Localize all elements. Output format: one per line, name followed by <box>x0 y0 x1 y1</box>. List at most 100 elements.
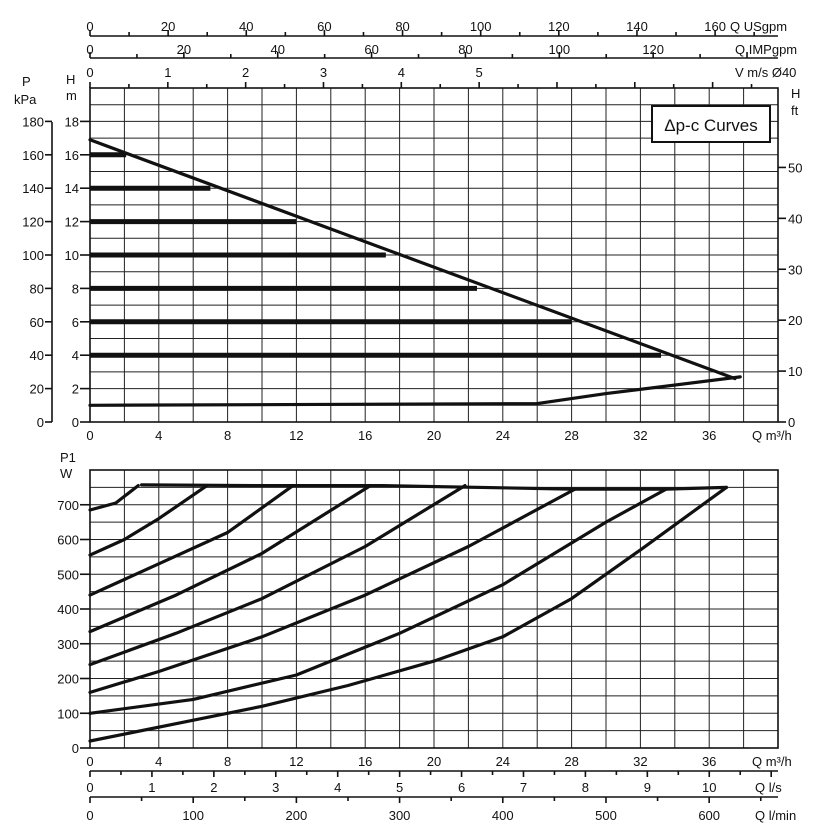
y-tick-label-m: 2 <box>72 382 79 397</box>
bottom-tick-label: 6 <box>458 780 465 795</box>
head-curve <box>88 375 742 407</box>
x-tick-label: 8 <box>224 428 231 443</box>
y-right-tick-label: 10 <box>788 364 802 379</box>
top-tick-label: 80 <box>395 19 409 34</box>
x-tick-label: 24 <box>496 754 510 769</box>
bottom-tick-label: 0 <box>86 780 93 795</box>
top-tick-label: 0 <box>86 19 93 34</box>
top-tick-label: 1 <box>164 65 171 80</box>
y-tick-label-kpa: 140 <box>22 181 44 196</box>
bottom-axis-title: Q l/s <box>755 780 782 795</box>
y-tick-label-m: 12 <box>65 215 79 230</box>
y-tick-label-kpa: 20 <box>30 382 44 397</box>
x-tick-label: 32 <box>633 754 647 769</box>
legend-box <box>651 105 771 143</box>
y-tick-label-m: 8 <box>72 281 79 296</box>
x-axis-title: Q m³/h <box>752 428 792 443</box>
bottom-tick-label: 200 <box>286 808 308 823</box>
y-tick-label-w: 500 <box>57 567 79 582</box>
y-tick-label-m: 0 <box>72 415 79 430</box>
top-tick-label: 100 <box>548 42 570 57</box>
top-tick-label: 40 <box>239 19 253 34</box>
y-tick-label-kpa: 60 <box>30 315 44 330</box>
y-axis-unit-p1: P1 <box>60 450 76 465</box>
y-tick-label-m: 14 <box>65 181 79 196</box>
bottom-tick-label: 300 <box>389 808 411 823</box>
y-right-unit-h: H <box>791 86 800 101</box>
x-tick-label: 24 <box>496 428 510 443</box>
bottom-tick-label: 400 <box>492 808 514 823</box>
x-tick-label: 28 <box>564 428 578 443</box>
x-tick-label: 28 <box>564 754 578 769</box>
y-tick-label-kpa: 80 <box>30 281 44 296</box>
power-curve <box>88 484 140 512</box>
x-tick-label: 4 <box>155 428 162 443</box>
top-tick-label: 140 <box>626 19 648 34</box>
top-tick-label: 2 <box>242 65 249 80</box>
top-tick-label: 40 <box>270 42 284 57</box>
y-axis-unit-m: m <box>66 88 77 103</box>
y-tick-label-w: 200 <box>57 672 79 687</box>
power-curve <box>88 484 372 634</box>
y-axis-unit-kpa: kPa <box>14 92 37 107</box>
top-tick-label: 120 <box>548 19 570 34</box>
y-right-tick-label: 0 <box>788 415 795 430</box>
y-tick-label-m: 18 <box>65 114 79 129</box>
bottom-tick-label: 100 <box>182 808 204 823</box>
bottom-tick-label: 7 <box>520 780 527 795</box>
bottom-tick-label: 8 <box>582 780 589 795</box>
power-curve <box>88 484 295 597</box>
x-tick-label: 20 <box>427 754 441 769</box>
top-tick-label: 4 <box>398 65 405 80</box>
y-axis-unit-p: P <box>22 74 31 89</box>
y-right-tick-label: 40 <box>788 211 802 226</box>
x-tick-label: 16 <box>358 428 372 443</box>
x-tick-label: 8 <box>224 754 231 769</box>
y-tick-label-m: 4 <box>72 348 79 363</box>
y-tick-label-kpa: 0 <box>37 415 44 430</box>
top-tick-label: 120 <box>642 42 664 57</box>
legend-label: Δp-c Curves <box>664 116 758 135</box>
top-axis-title: Q IMPgpm <box>735 42 797 57</box>
y-tick-label-w: 600 <box>57 533 79 548</box>
y-right-tick-label: 30 <box>788 262 802 277</box>
top-tick-label: 160 <box>704 19 726 34</box>
y-tick-label-kpa: 120 <box>22 215 44 230</box>
bottom-tick-label: 10 <box>702 780 716 795</box>
bottom-tick-label: 1 <box>148 780 155 795</box>
bottom-tick-label: 3 <box>272 780 279 795</box>
y-right-tick-label: 20 <box>788 313 802 328</box>
bottom-tick-label: 0 <box>86 808 93 823</box>
head-curve <box>88 138 737 381</box>
x-tick-label: 32 <box>633 428 647 443</box>
bottom-tick-label: 4 <box>334 780 341 795</box>
x-tick-label: 36 <box>702 428 716 443</box>
y-tick-label-kpa: 40 <box>30 348 44 363</box>
top-tick-label: 80 <box>458 42 472 57</box>
power-curve <box>88 487 577 695</box>
bottom-tick-label: 500 <box>595 808 617 823</box>
top-tick-label: 60 <box>317 19 331 34</box>
power-curve <box>88 484 209 557</box>
top-tick-label: 60 <box>364 42 378 57</box>
y-tick-label-w: 100 <box>57 706 79 721</box>
y-tick-label-m: 6 <box>72 315 79 330</box>
y-right-tick-label: 50 <box>788 160 802 175</box>
top-tick-label: 0 <box>86 42 93 57</box>
top-tick-label: 20 <box>161 19 175 34</box>
y-axis-unit-h: H <box>66 72 75 87</box>
y-tick-label-m: 10 <box>65 248 79 263</box>
bottom-tick-label: 5 <box>396 780 403 795</box>
bottom-axis-title: Q l/min <box>755 808 796 823</box>
x-tick-label: 16 <box>358 754 372 769</box>
top-tick-label: 100 <box>470 19 492 34</box>
power-curve <box>140 483 729 491</box>
top-axis-title: V m/s Ø40 <box>735 65 796 80</box>
bottom-tick-label: 9 <box>644 780 651 795</box>
y-tick-label-kpa: 180 <box>22 114 44 129</box>
y-tick-label-w: 0 <box>72 741 79 756</box>
y-tick-label-w: 300 <box>57 637 79 652</box>
y-tick-label-m: 16 <box>65 148 79 163</box>
